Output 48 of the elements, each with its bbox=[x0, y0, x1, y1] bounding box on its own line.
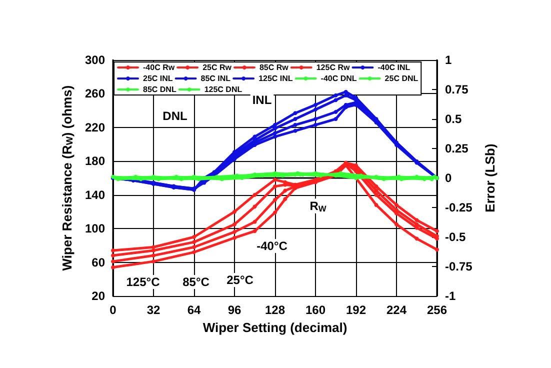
legend-label: 85C INL bbox=[200, 74, 231, 83]
y-tick-label: 220 bbox=[84, 120, 106, 134]
y-tick-label: 140 bbox=[84, 188, 106, 202]
annotation: 125°C bbox=[126, 275, 160, 289]
annotation: RW bbox=[310, 199, 326, 214]
y2-tick-label: -0.75 bbox=[445, 260, 473, 274]
y2-tick-label: -1 bbox=[445, 289, 456, 303]
y-axis-title: Wiper Resistance (RW) (ohms) bbox=[59, 85, 75, 271]
annotation: -40°C bbox=[256, 239, 288, 253]
x-tick-label: 64 bbox=[187, 303, 201, 317]
legend-label: -40C Rw bbox=[143, 63, 176, 72]
x-tick-label: 256 bbox=[426, 303, 448, 317]
y-tick-label: 180 bbox=[84, 154, 106, 168]
y-tick-label: 20 bbox=[92, 289, 106, 303]
y-tick-label: 260 bbox=[84, 86, 106, 101]
x-tick-label: 32 bbox=[146, 303, 160, 317]
y2-tick-label: 1 bbox=[445, 53, 452, 67]
legend-label: 25C DNL bbox=[384, 74, 418, 83]
x-axis-title: Wiper Setting (decimal) bbox=[202, 320, 348, 335]
y-tick-label: 300 bbox=[84, 53, 106, 67]
legend-label: 125C DNL bbox=[204, 85, 242, 94]
y2-tick-label: -0.5 bbox=[445, 230, 466, 244]
y2-tick-label: 0.5 bbox=[445, 112, 462, 126]
x-tick-label: 224 bbox=[386, 303, 407, 317]
legend-label: -40C DNL bbox=[320, 74, 357, 83]
legend-label: 85C Rw bbox=[259, 63, 290, 72]
x-tick-label: 96 bbox=[228, 303, 242, 317]
x-tick-label: 0 bbox=[110, 303, 117, 317]
y2-tick-label: 0.25 bbox=[445, 142, 469, 156]
annotation: DNL bbox=[162, 109, 188, 123]
y2-axis-title: Error (LSb) bbox=[482, 144, 498, 212]
legend-label: 25C INL bbox=[143, 74, 173, 83]
legend-label: -40C INL bbox=[378, 63, 410, 72]
legend-label: 25C Rw bbox=[202, 63, 232, 72]
legend-label: 125C INL bbox=[258, 74, 293, 83]
y-tick-label: 100 bbox=[84, 222, 106, 236]
legend-label: 85C DNL bbox=[143, 85, 176, 94]
annotation: 25°C bbox=[226, 273, 254, 287]
x-tick-label: 160 bbox=[305, 303, 326, 317]
annotation: 85°C bbox=[182, 275, 210, 289]
y-tick-label: 60 bbox=[92, 255, 106, 270]
y2-tick-label: 0 bbox=[445, 171, 452, 185]
y2-tick-label: -0.25 bbox=[445, 200, 473, 214]
annotation: INL bbox=[252, 93, 272, 107]
x-tick-label: 192 bbox=[346, 303, 366, 317]
x-tick-label: 128 bbox=[264, 303, 286, 317]
y2-tick-label: 0.75 bbox=[445, 82, 469, 96]
legend-label: 125C Rw bbox=[316, 63, 350, 72]
